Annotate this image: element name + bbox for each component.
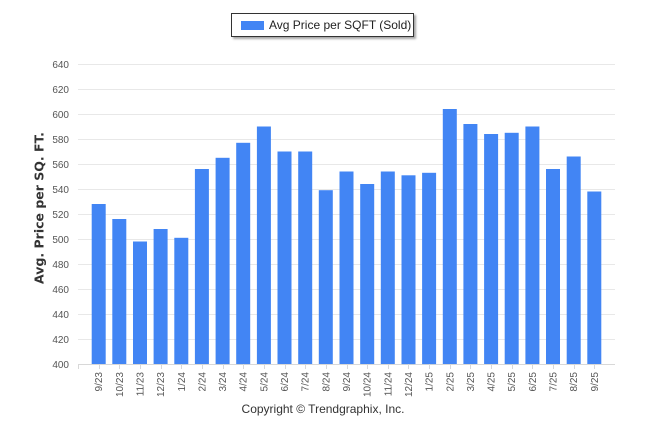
- x-tick-label: 9/23: [94, 372, 105, 392]
- y-tick-label: 400: [52, 360, 69, 371]
- bar-12-23[interactable]: [153, 229, 168, 364]
- legend[interactable]: Avg Price per SQFT (Sold): [231, 13, 414, 37]
- x-axis-ticks: 9/23 10/23 11/23 12/23 1/24 2/24 3/24 4/24 5/24 6…: [78, 364, 601, 397]
- y-tick-label: 480: [52, 260, 69, 271]
- x-tick-label: 2/24: [197, 372, 208, 392]
- x-tick-label: 4/24: [239, 372, 250, 392]
- bar-12-24[interactable]: [401, 175, 416, 365]
- x-tick-label: 2/25: [445, 372, 456, 392]
- bar-8-24[interactable]: [318, 190, 333, 364]
- bar-11-24[interactable]: [380, 171, 395, 365]
- x-tick-label: 8/25: [569, 372, 580, 392]
- bar-6-24[interactable]: [277, 151, 292, 365]
- x-tick-label: 11/24: [383, 372, 394, 397]
- x-tick-label: 6/25: [528, 372, 539, 392]
- x-tick-label: 4/25: [487, 372, 498, 392]
- x-tick-label: 10/23: [115, 372, 126, 397]
- x-tick-label: 5/24: [259, 372, 270, 392]
- y-tick-label: 500: [52, 235, 69, 246]
- bar-7-25[interactable]: [546, 169, 560, 364]
- bar-10-23[interactable]: [112, 219, 127, 364]
- bar-2-24[interactable]: [194, 169, 209, 364]
- y-axis-label: Avg. Price per SQ. FT.: [31, 132, 47, 284]
- bar-9-25[interactable]: [587, 191, 602, 365]
- x-tick-label: 11/23: [136, 372, 147, 397]
- x-tick-label: 12/23: [156, 372, 167, 397]
- bar-4-24[interactable]: [236, 142, 251, 365]
- x-tick-label: 5/25: [507, 372, 518, 392]
- bar-9-23[interactable]: [91, 204, 106, 364]
- bar-11-23[interactable]: [133, 241, 147, 365]
- bar-9-24[interactable]: [339, 171, 354, 365]
- y-tick-label: 620: [52, 85, 69, 96]
- bar-7-24[interactable]: [298, 151, 313, 365]
- y-tick-label: 640: [52, 60, 69, 71]
- y-tick-label: 600: [52, 110, 69, 121]
- x-tick-label: 3/25: [466, 372, 477, 392]
- y-tick-label: 460: [52, 285, 69, 296]
- x-tick-label: 7/24: [301, 372, 312, 392]
- bar-10-24[interactable]: [360, 184, 375, 364]
- y-tick-label: 540: [52, 185, 69, 196]
- y-tick-label: 580: [52, 135, 69, 146]
- bar-3-24[interactable]: [215, 157, 230, 365]
- y-axis-ticks: 400 420 440 460 480 500 520 540 560 580 600 620 640: [52, 60, 69, 371]
- bar-5-25[interactable]: [504, 132, 519, 365]
- copyright-text: Copyright © Trendgraphix, Inc.: [241, 402, 405, 416]
- y-tick-label: 420: [52, 335, 69, 346]
- y-tick-label: 520: [52, 210, 69, 221]
- bar-4-25[interactable]: [484, 134, 499, 364]
- bar-8-25[interactable]: [566, 156, 581, 365]
- x-tick-label: 8/24: [321, 372, 332, 392]
- x-tick-label: 3/24: [218, 372, 229, 392]
- bar-5-24[interactable]: [256, 126, 271, 365]
- bar-1-25[interactable]: [422, 172, 437, 365]
- bar-6-25[interactable]: [525, 126, 540, 365]
- y-tick-label: 560: [52, 160, 69, 171]
- x-tick-label: 10/24: [363, 372, 374, 397]
- x-tick-label: 1/24: [177, 372, 188, 392]
- x-tick-label: 12/24: [404, 372, 415, 397]
- x-tick-label: 1/25: [425, 372, 436, 392]
- x-tick-label: 7/25: [549, 372, 560, 392]
- x-tick-label: 6/24: [280, 372, 291, 392]
- legend-label: Avg Price per SQFT (Sold): [269, 18, 412, 32]
- bar-2-25[interactable]: [442, 109, 457, 364]
- bar-1-24[interactable]: [174, 237, 189, 365]
- x-tick-label: 9/25: [590, 372, 601, 392]
- bar-3-25[interactable]: [463, 124, 478, 364]
- y-tick-label: 440: [52, 310, 69, 321]
- x-tick-label: 9/24: [342, 372, 353, 392]
- legend-swatch: [241, 20, 264, 30]
- bars: [91, 109, 602, 365]
